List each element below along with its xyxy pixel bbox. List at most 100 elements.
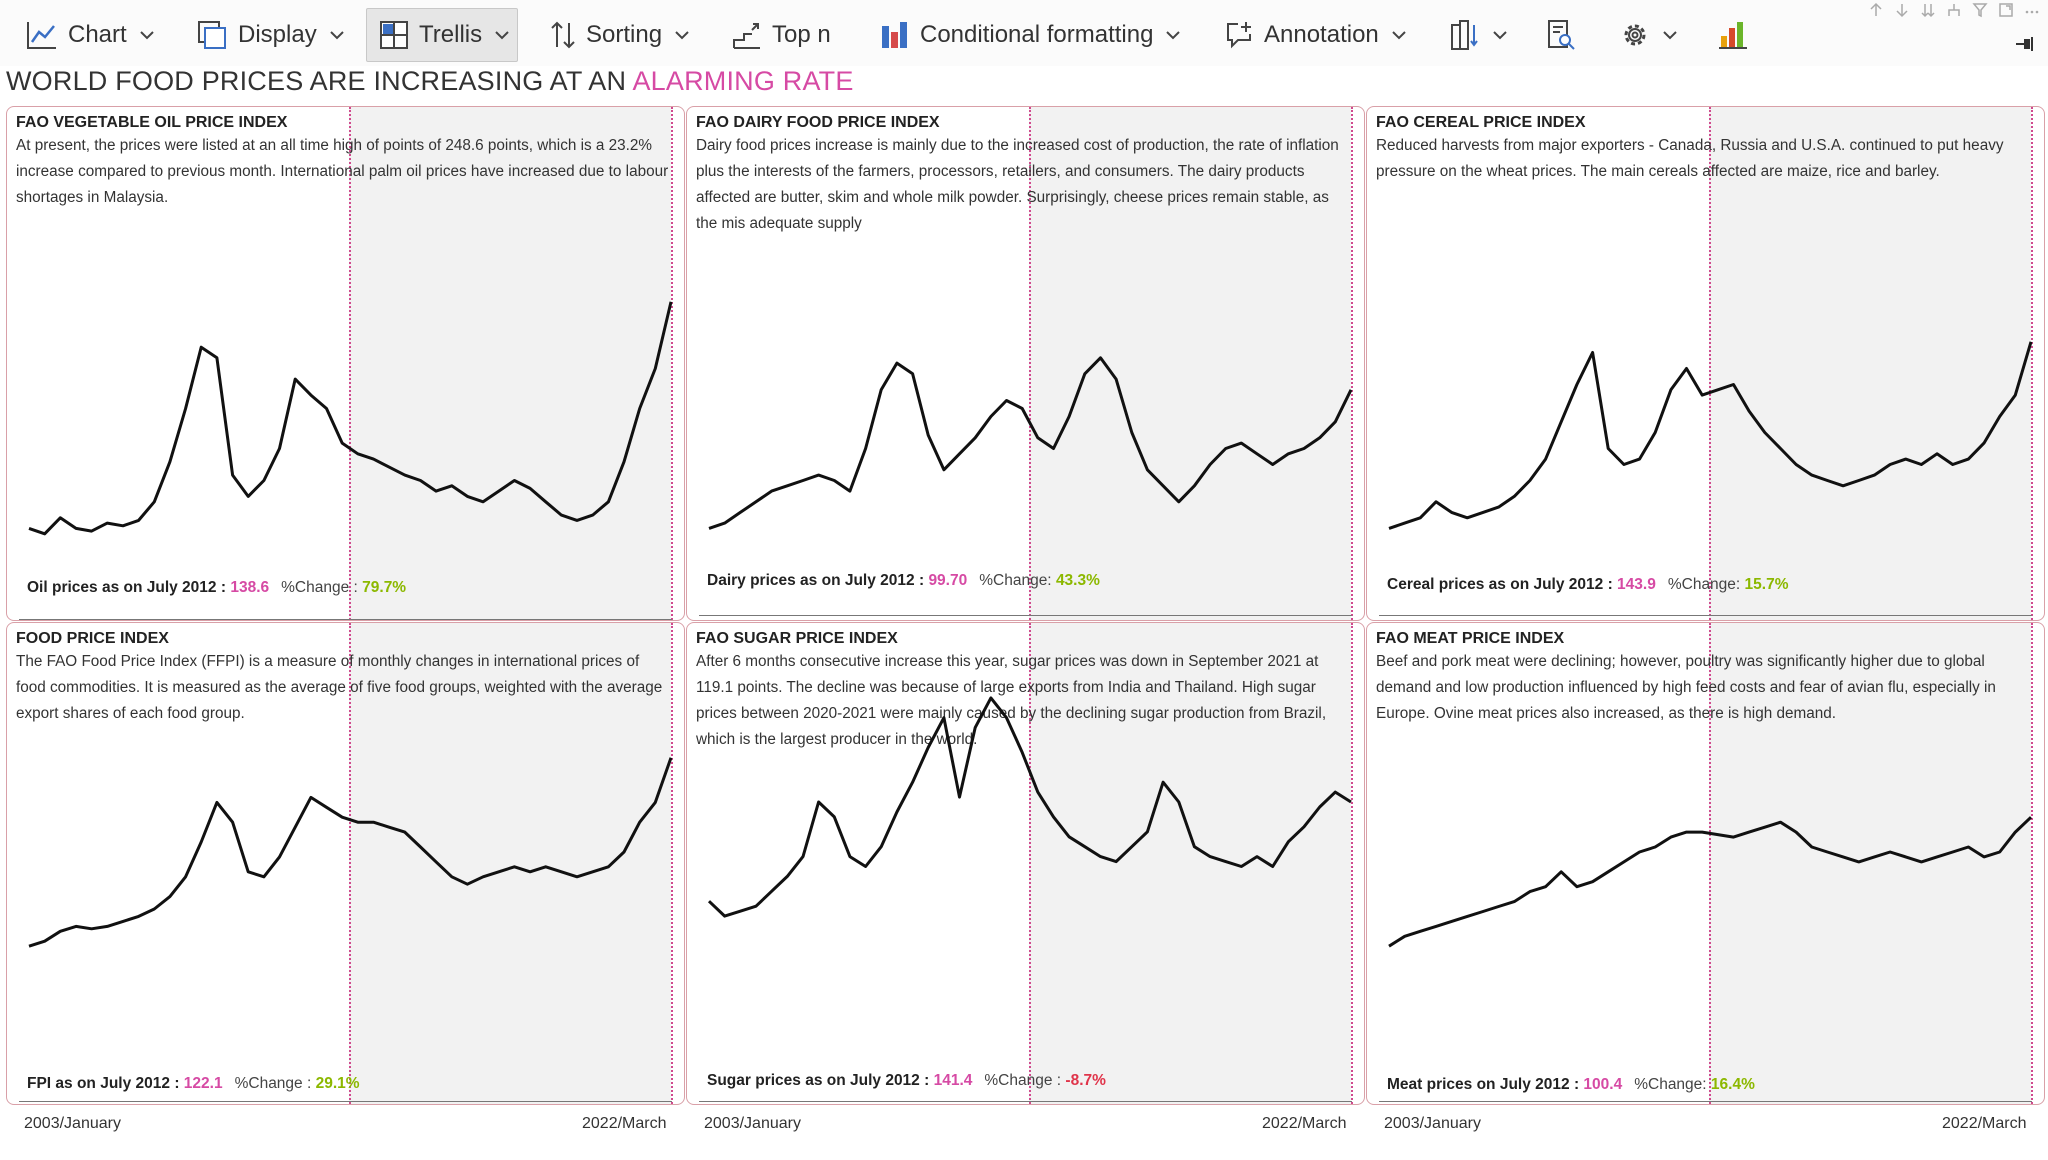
chart-panel[interactable]: FAO SUGAR PRICE INDEX After 6 months cons…	[686, 622, 1365, 1105]
footer-value: 99.70	[928, 572, 968, 589]
headline-text: WORLD FOOD PRICES ARE INCREASING AT AN	[6, 66, 633, 96]
change-value: 29.1%	[315, 1075, 360, 1092]
visual-header-icons	[1868, 2, 2040, 22]
drill-down-icon[interactable]	[1894, 2, 1910, 18]
focus-mode-icon[interactable]	[1998, 2, 2014, 18]
forecast-shade-region	[349, 107, 671, 620]
chart-panel[interactable]: FAO CEREAL PRICE INDEX Reduced harvests f…	[1366, 106, 2045, 621]
chevron-down-icon	[675, 31, 689, 40]
data-view-button[interactable]	[1546, 8, 1576, 62]
price-trend-line	[28, 757, 673, 948]
chart-type-button[interactable]	[1718, 8, 1748, 62]
hierarchy-icon[interactable]	[1946, 2, 1962, 18]
change-label: %Change:	[1634, 1076, 1707, 1093]
change-label: %Change:	[1667, 576, 1741, 593]
panel-title: FAO SUGAR PRICE INDEX	[696, 630, 898, 647]
forecast-shade-region	[1709, 107, 2031, 620]
end-divider-line	[671, 107, 673, 620]
chevron-down-icon	[1392, 31, 1406, 40]
conditional-formatting-label: Conditional formatting	[920, 21, 1154, 48]
footer-value: 138.6	[230, 579, 270, 596]
end-divider-line	[1351, 107, 1353, 620]
footer-label: Oil prices as on July 2012 :	[27, 579, 227, 596]
forecast-shade-region	[1709, 623, 2031, 1104]
chart-panel[interactable]: FOOD PRICE INDEX The FAO Food Price Index…	[6, 622, 685, 1105]
footer-label: Dairy prices as on July 2012 :	[707, 572, 925, 589]
sorting-menu-button[interactable]: Sorting	[550, 8, 690, 62]
x-axis-baseline	[19, 619, 672, 620]
change-value: 43.3%	[1055, 572, 1100, 589]
change-label: %Change :	[234, 1075, 312, 1092]
panel-description: At present, the prices were listed at an…	[16, 137, 669, 206]
more-options-icon[interactable]	[2024, 2, 2040, 18]
x-axis-start-label: 2003/January	[24, 1115, 121, 1132]
price-polyline	[1388, 816, 2033, 948]
page-headline: WORLD FOOD PRICES ARE INCREASING AT AN A…	[6, 66, 854, 97]
panel-description: Dairy food prices increase is mainly due…	[696, 137, 1339, 232]
price-polyline	[28, 757, 673, 948]
axis-options-button[interactable]	[1450, 8, 1508, 62]
price-trend-line	[708, 356, 1353, 530]
axis-icon	[1451, 20, 1478, 50]
trellis-menu-label: Trellis	[419, 21, 483, 48]
price-polyline	[28, 301, 673, 536]
x-axis-start-label: 2003/January	[1384, 1115, 1481, 1132]
change-label: %Change :	[984, 1072, 1062, 1089]
top-n-button[interactable]: Top n	[732, 8, 831, 62]
chart-panel[interactable]: FAO VEGETABLE OIL PRICE INDEX At present,…	[6, 106, 685, 621]
panel-footer: Meat prices on July 2012 : 100.4 %Change:…	[1387, 1076, 1755, 1094]
footer-label: Meat prices on July 2012 :	[1387, 1076, 1580, 1093]
trellis-icon	[380, 21, 408, 49]
chart-panel[interactable]: FAO MEAT PRICE INDEX Beef and pork meat w…	[1366, 622, 2045, 1105]
x-axis-baseline	[19, 1101, 672, 1102]
footer-value: 100.4	[1583, 1076, 1623, 1093]
panel-description: Beef and pork meat were declining; howev…	[1376, 653, 1996, 722]
report-search-icon	[1548, 20, 1575, 50]
drill-up-icon[interactable]	[1868, 2, 1884, 18]
settings-button[interactable]	[1620, 8, 1678, 62]
sort-icon	[551, 21, 575, 49]
footer-label: Sugar prices as on July 2012 :	[707, 1072, 930, 1089]
forecast-shade-region	[1029, 623, 1351, 1104]
chart-menu-button[interactable]: Chart	[26, 8, 155, 62]
period-divider-line	[1029, 107, 1031, 620]
period-divider-line	[1709, 623, 1711, 1104]
price-trend-line	[1388, 816, 2033, 948]
price-trend-line	[1388, 341, 2033, 530]
price-polyline	[1388, 341, 2033, 530]
footer-label: FPI as on July 2012 :	[27, 1075, 180, 1092]
bar-chart-icon	[1719, 22, 1747, 49]
line-chart-icon	[27, 22, 56, 49]
trellis-menu-button[interactable]: Trellis	[366, 8, 518, 62]
chevron-down-icon	[1493, 31, 1507, 40]
price-polyline	[707, 696, 1352, 918]
display-menu-button[interactable]: Display	[196, 8, 345, 62]
change-label: %Change:	[979, 572, 1052, 589]
pin-icon[interactable]	[2014, 36, 2036, 57]
x-axis-baseline	[1379, 1101, 2032, 1102]
top-n-icon	[733, 23, 760, 49]
chevron-down-icon	[139, 31, 154, 40]
annotation-menu-button[interactable]: Annotation	[1224, 8, 1407, 62]
price-polyline	[708, 356, 1353, 530]
panel-description: The FAO Food Price Index (FFPI) is a mea…	[16, 653, 663, 722]
end-divider-line	[2031, 623, 2033, 1104]
panel-footer: FPI as on July 2012 : 122.1 %Change : 29.…	[27, 1075, 360, 1093]
filter-icon[interactable]	[1972, 2, 1988, 18]
change-value: 79.7%	[362, 579, 407, 596]
x-axis-end-label: 2022/March	[582, 1115, 667, 1132]
footer-value: 122.1	[183, 1075, 223, 1092]
conditional-formatting-icon	[882, 22, 907, 48]
annotation-icon	[1227, 22, 1251, 49]
x-axis-baseline	[699, 1101, 1352, 1102]
end-divider-line	[2031, 107, 2033, 620]
end-divider-line	[1351, 623, 1353, 1104]
change-value: -8.7%	[1065, 1072, 1106, 1089]
chevron-down-icon	[1166, 31, 1181, 40]
chevron-down-icon	[329, 31, 344, 40]
chart-panel[interactable]: FAO DAIRY FOOD PRICE INDEX Dairy food pri…	[686, 106, 1365, 621]
conditional-formatting-button[interactable]: Conditional formatting	[880, 8, 1181, 62]
panel-footer: Sugar prices as on July 2012 : 141.4 %Cha…	[707, 1072, 1106, 1090]
display-icon	[198, 21, 226, 49]
expand-all-icon[interactable]	[1920, 2, 1936, 18]
